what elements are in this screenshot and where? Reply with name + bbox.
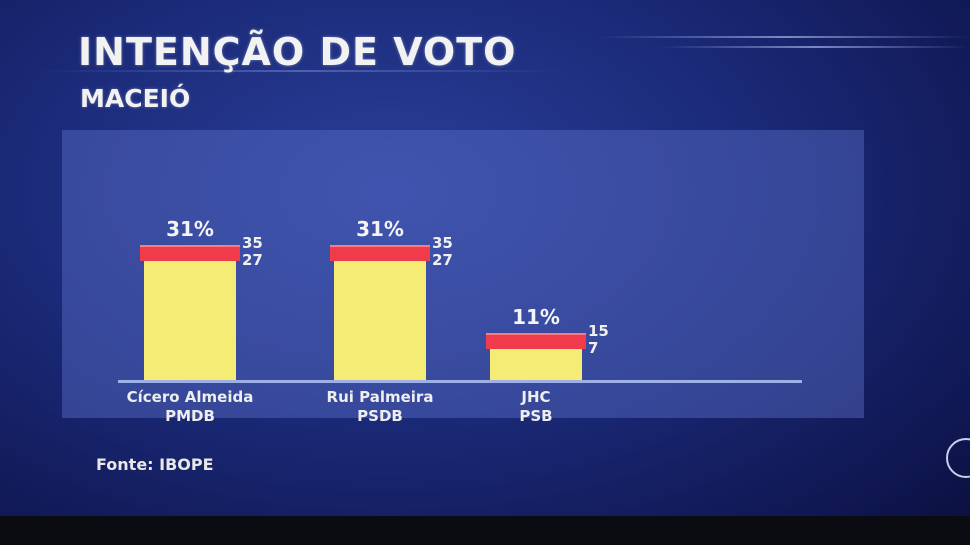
lower-label: 7 [588, 338, 599, 357]
decor-streak [600, 36, 970, 38]
upper-label: 35 [432, 233, 453, 252]
bar [334, 244, 426, 381]
lower-label: 27 [242, 250, 263, 269]
category-label: Rui Palmeira PSDB [300, 388, 460, 426]
decor-streak [40, 70, 560, 72]
chart-baseline [118, 380, 802, 383]
decor-streak [660, 46, 970, 48]
data-label: 11% [512, 304, 560, 329]
data-label: 31% [166, 216, 214, 241]
bar-cap [330, 244, 430, 261]
upper-label: 15 [588, 321, 609, 340]
chart-subtitle: MACEIÓ [80, 84, 191, 113]
party-name: PSB [519, 407, 553, 425]
source-label: Fonte: IBOPE [96, 455, 214, 474]
candidate-name: Cícero Almeida [126, 388, 254, 406]
party-name: PSDB [357, 407, 403, 425]
broadcaster-logo-icon [946, 438, 970, 478]
candidate-name: JHC [521, 388, 551, 406]
data-label: 31% [356, 216, 404, 241]
lower-label: 27 [432, 250, 453, 269]
chart-title: INTENÇÃO DE VOTO [78, 30, 517, 74]
upper-label: 35 [242, 233, 263, 252]
category-label: JHC PSB [456, 388, 616, 426]
bar-cap [140, 244, 240, 261]
category-label: Cícero Almeida PMDB [110, 388, 270, 426]
party-name: PMDB [165, 407, 215, 425]
candidate-name: Rui Palmeira [326, 388, 434, 406]
bar-cap [486, 332, 586, 349]
bottom-strip [0, 516, 970, 545]
bar [144, 244, 236, 381]
